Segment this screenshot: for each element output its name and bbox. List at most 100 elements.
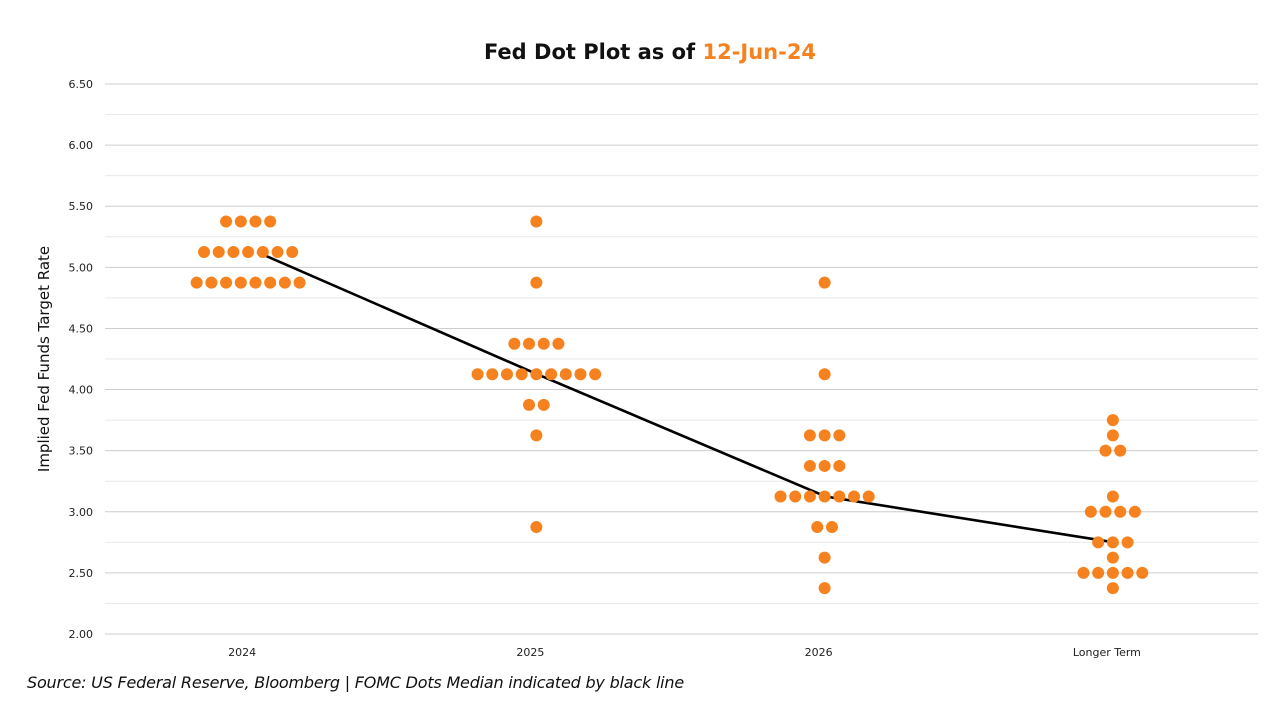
- y-tick-label: 3.50: [69, 445, 94, 458]
- dot: [530, 521, 543, 534]
- dot: [190, 276, 203, 289]
- dot: [227, 246, 240, 259]
- dot: [500, 368, 513, 381]
- y-tick-label: 3.00: [69, 506, 94, 519]
- dot: [559, 368, 572, 381]
- dot: [803, 490, 816, 503]
- dot: [523, 398, 536, 411]
- y-tick-label: 5.00: [69, 261, 94, 274]
- x-axis-ticks: 2024 2025 2026 Longer Term: [228, 646, 1141, 659]
- y-tick-label: 2.00: [69, 628, 94, 641]
- dot: [234, 276, 247, 289]
- dots-group: [190, 215, 1149, 595]
- dot: [537, 337, 550, 350]
- dot: [242, 246, 255, 259]
- dot: [220, 276, 233, 289]
- y-axis-ticks: 2.00 2.50 3.00 3.50 4.00 4.50 5.00 5.50 6.00 6.50: [69, 78, 94, 641]
- x-tick-label: 2025: [516, 646, 544, 659]
- dot: [803, 429, 816, 442]
- dot: [220, 215, 233, 228]
- dot: [530, 215, 543, 228]
- median-line: [256, 250, 1115, 544]
- chart-title: Fed Dot Plot as of 12-Jun-24: [484, 40, 816, 64]
- y-tick-label: 6.50: [69, 78, 94, 91]
- dot: [1121, 536, 1134, 549]
- dot: [1121, 566, 1134, 579]
- dot: [1099, 505, 1112, 518]
- dot: [1106, 490, 1119, 503]
- dot: [523, 337, 536, 350]
- dot: [256, 246, 269, 259]
- dot: [1106, 582, 1119, 595]
- dot: [811, 521, 824, 534]
- dot: [278, 276, 291, 289]
- dot: [833, 490, 846, 503]
- dot: [205, 276, 218, 289]
- dot: [537, 398, 550, 411]
- x-tick-label: Longer Term: [1073, 646, 1141, 659]
- dot: [1106, 536, 1119, 549]
- dot: [198, 246, 211, 259]
- y-axis-label: Implied Fed Funds Target Rate: [35, 246, 53, 472]
- dot: [486, 368, 499, 381]
- dot: [515, 368, 528, 381]
- dot: [1136, 566, 1149, 579]
- dot: [1114, 505, 1127, 518]
- gridlines: [105, 83, 1258, 635]
- dot: [234, 215, 247, 228]
- dot: [471, 368, 484, 381]
- dot: [1128, 505, 1141, 518]
- dot: [818, 490, 831, 503]
- dot: [774, 490, 787, 503]
- dot: [833, 429, 846, 442]
- chart-title-date: 12-Jun-24: [702, 40, 816, 64]
- dot: [862, 490, 875, 503]
- dot: [264, 276, 277, 289]
- dot: [818, 459, 831, 472]
- dot: [1106, 414, 1119, 427]
- dot: [1092, 566, 1105, 579]
- dot: [249, 276, 262, 289]
- dot: [818, 551, 831, 564]
- dot: [848, 490, 861, 503]
- dot: [1092, 536, 1105, 549]
- dot: [1077, 566, 1090, 579]
- dot: [1084, 505, 1097, 518]
- dot: [1106, 429, 1119, 442]
- dot: [293, 276, 306, 289]
- y-tick-label: 4.00: [69, 384, 94, 397]
- dot: [589, 368, 602, 381]
- dot: [530, 276, 543, 289]
- dot: [545, 368, 558, 381]
- dot: [803, 459, 816, 472]
- dot: [271, 246, 284, 259]
- dot: [1114, 444, 1127, 457]
- y-tick-label: 6.00: [69, 139, 94, 152]
- dot: [530, 429, 543, 442]
- dot: [818, 276, 831, 289]
- dot: [1106, 551, 1119, 564]
- dot: [212, 246, 225, 259]
- dot: [286, 246, 299, 259]
- dot: [264, 215, 277, 228]
- source-note: Source: US Federal Reserve, Bloomberg | …: [27, 673, 685, 692]
- x-tick-label: 2024: [228, 646, 256, 659]
- dot: [1099, 444, 1112, 457]
- dot: [818, 368, 831, 381]
- y-tick-label: 5.50: [69, 200, 94, 213]
- median-line-group: [256, 250, 1115, 544]
- dot: [530, 368, 543, 381]
- dot: [508, 337, 521, 350]
- dot: [249, 215, 262, 228]
- dot: [574, 368, 587, 381]
- dot: [818, 582, 831, 595]
- dot: [825, 521, 838, 534]
- dot: [1106, 566, 1119, 579]
- y-tick-label: 2.50: [69, 567, 94, 580]
- x-tick-label: 2026: [805, 646, 833, 659]
- dot: [552, 337, 565, 350]
- dot: [833, 459, 846, 472]
- y-tick-label: 4.50: [69, 322, 94, 335]
- chart-title-text: Fed Dot Plot as of: [484, 40, 703, 64]
